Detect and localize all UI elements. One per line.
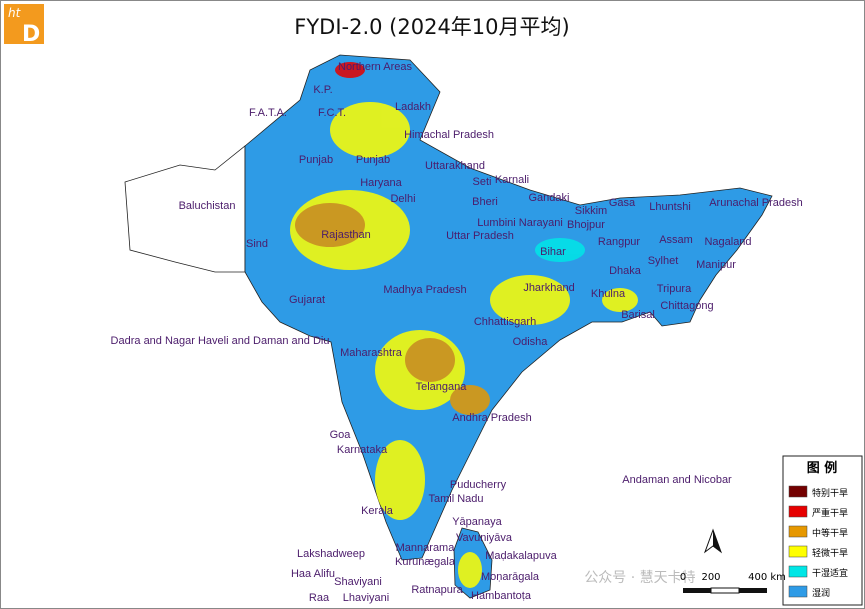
scale-label: 200 [701,572,720,583]
region-label: Odisha [513,336,549,348]
legend-swatch [788,585,808,598]
legend-label: 中等干旱 [812,527,848,539]
region-label: Northern Areas [338,61,412,73]
region-label: Kurunægala [395,556,456,568]
region-label: Baluchistan [179,200,236,212]
legend-swatch [788,485,808,498]
region-label: Bihar [540,246,566,258]
region-label: Haryana [360,177,402,189]
region-label: Goa [330,429,352,441]
region-label: F.C.T. [318,107,346,119]
scale-bar [739,588,767,593]
legend-swatch [788,525,808,538]
region-label: Hambantoṭa [471,590,532,602]
region-label: Lhaviyani [343,592,389,604]
legend-swatch [788,565,808,578]
region-label: Sylhet [648,255,679,267]
legend-swatch [788,505,808,518]
title: FYDI-2.0 (2024年10月平均) [294,15,569,39]
region-label: Gasa [609,197,636,209]
legend-label: 特别干旱 [812,487,848,499]
region-label: Lumbini Narayani [477,217,563,229]
legend-label: 湿润 [812,587,830,599]
region-label: Sind [246,238,268,250]
region-label: Punjab [299,154,333,166]
region-label: Himachal Pradesh [404,129,494,141]
region-label: Moṇarāgala [481,571,540,583]
region-label: Tamil Nadu [428,493,483,505]
region-label: Andhra Pradesh [452,412,532,424]
legend-label: 干湿适宜 [812,567,848,579]
region-label: Delhi [390,193,415,205]
region-label: Karnali [495,174,529,186]
region-label: Lhuntshi [649,201,691,213]
scale-label: 400 km [748,572,786,583]
region-label: Maharashtra [340,347,403,359]
region-labels: Northern Areas K.P. Ladakh F.A.T.A. F.C.T. Hi… [111,61,803,604]
region-label: Arunachal Pradesh [709,197,803,209]
region-label: Madhya Pradesh [383,284,466,296]
region-label: Jharkhand [523,282,574,294]
region-label: Seti [473,176,492,188]
region-label: Haa Alifu [291,568,335,580]
region-label: Uttar Pradesh [446,230,514,242]
region-label: Rangpur [598,236,641,248]
scale-label: 0 [680,572,686,583]
region-label: Tripura [657,283,692,295]
region-label: Ladakh [395,101,431,113]
legend-swatch [788,545,808,558]
region-label: Kerala [361,505,394,517]
region-label: Mannarama [396,542,456,554]
region-label: Shaviyani [334,576,382,588]
region-label: Sikkim [575,205,607,217]
region-label: Bhojpur [567,219,605,231]
region-label: Rajasthan [321,229,371,241]
scale-bar [683,588,711,593]
region-label: Manipur [696,259,736,271]
region-label: Gandaki [529,192,570,204]
logo-top: ht [8,6,22,20]
region-label: Vavuniyāva [456,532,513,544]
region-label: Yāpanaya [452,516,502,528]
region-label: Gujarat [289,294,325,306]
legend-label: 严重干旱 [812,507,848,519]
region-label: Khulna [591,288,626,300]
region-label: Puducherry [450,479,507,491]
legend-label: 轻微干旱 [812,547,848,559]
region-label: Telangana [416,381,468,393]
legend-title: 图 例 [807,460,838,476]
region-label: Maḍakalapuva [485,550,557,562]
region-label: K.P. [313,84,332,96]
region-label: Ratnapura [411,584,463,596]
region-label: Chittagong [660,300,713,312]
logo [4,4,44,44]
region-label: Karnataka [337,444,388,456]
region-label: Raa [309,592,330,604]
drought-areas [290,62,638,588]
region-label: Lakshadweep [297,548,365,560]
region-label: Andaman and Nicobar [622,474,732,486]
region-label: F.A.T.A. [249,107,287,119]
watermark: 公众号 · 慧天卡特 [584,570,695,586]
region-label: Punjab [356,154,390,166]
logo-bottom: D [22,22,40,47]
region-label: Chhattisgarh [474,316,536,328]
north-arrow-half [713,530,721,552]
region-label: Dhaka [609,265,642,277]
region-label: Dadra and Nagar Haveli and Daman and Diu [111,335,330,347]
region-label: Nagaland [704,236,751,248]
region-label: Uttarakhand [425,160,485,172]
scale-bar [710,587,740,594]
region-label: Bheri [472,196,498,208]
region-label: Assam [659,234,693,246]
region-label: Barisal [621,309,655,321]
